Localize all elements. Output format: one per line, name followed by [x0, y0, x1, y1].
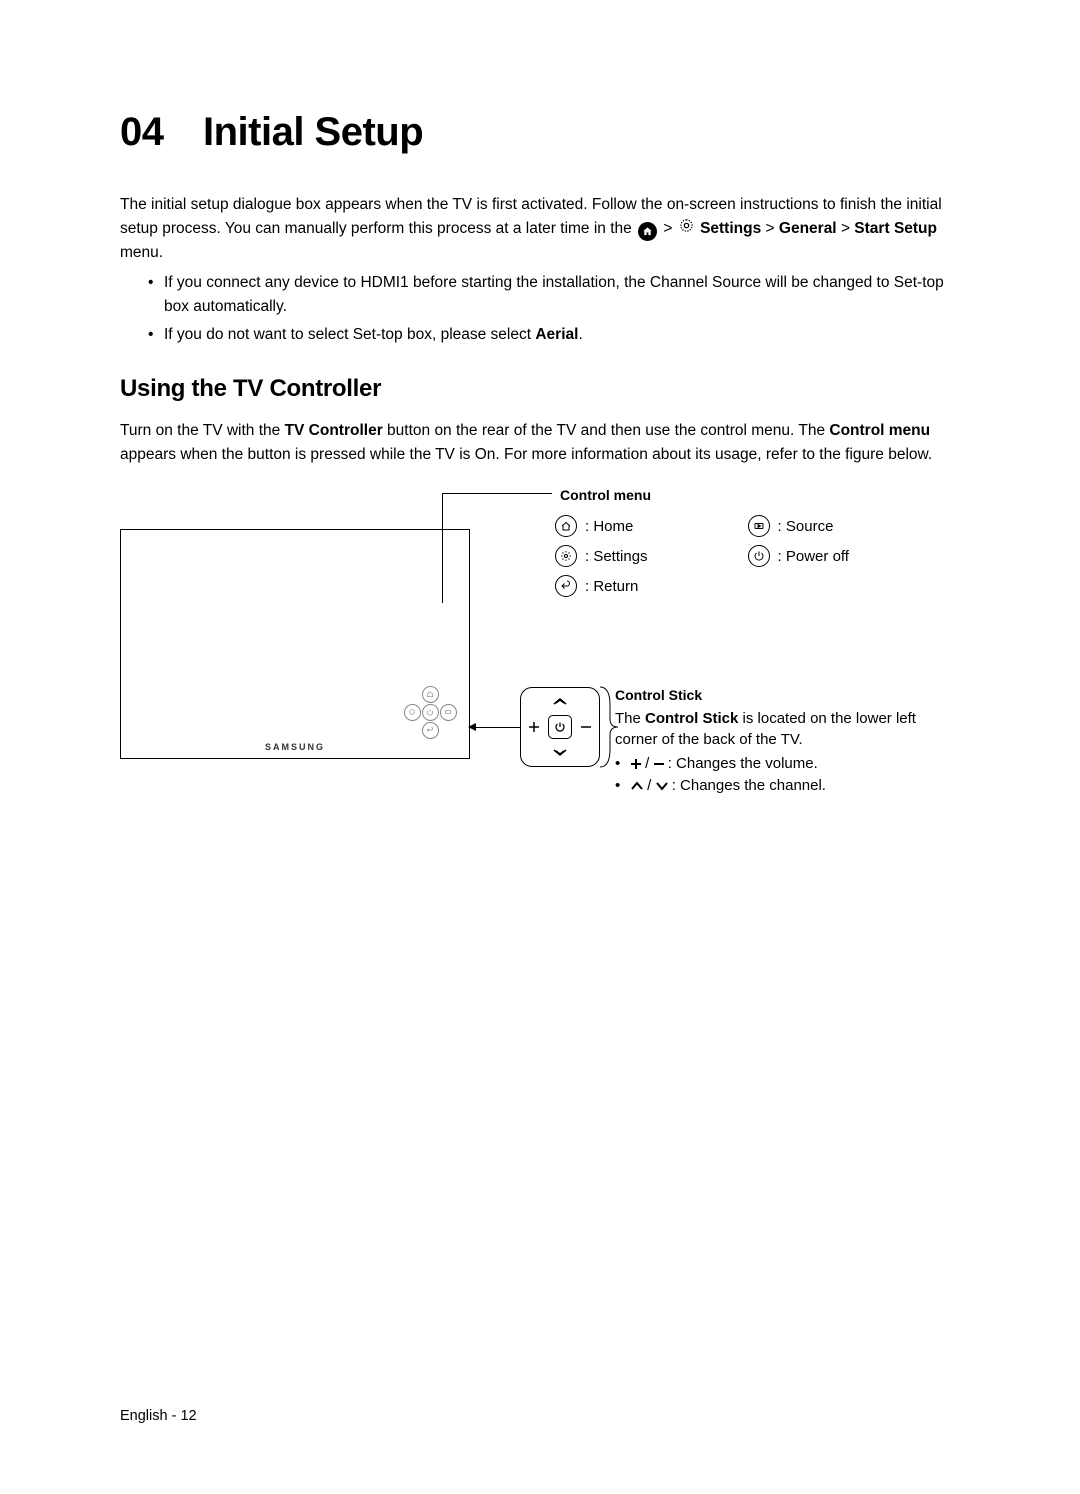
tv-controller-label: TV Controller — [285, 422, 383, 439]
legend-row: : Settings — [555, 545, 648, 567]
aerial-label: Aerial — [535, 326, 578, 343]
settings-gear-icon — [679, 217, 694, 241]
home-icon — [555, 515, 577, 537]
tiny-source-icon — [440, 704, 457, 721]
leader-line — [442, 493, 552, 494]
home-icon — [638, 222, 657, 241]
settings-label: : Settings — [585, 548, 648, 565]
chevron-up-icon — [552, 696, 568, 706]
samsung-brand: SAMSUNG — [265, 742, 325, 752]
poweroff-label: : Power off — [778, 548, 849, 565]
cs-bullet-1: : Changes the volume. — [668, 755, 818, 772]
para2-a: Turn on the TV with the — [120, 422, 285, 439]
page-footer: English - 12 — [120, 1408, 197, 1424]
intro-paragraph: The initial setup dialogue box appears w… — [120, 193, 960, 265]
tiny-home-icon — [422, 686, 439, 703]
source-label: : Source — [778, 518, 834, 535]
control-stick-text: The Control Stick is located on the lowe… — [615, 708, 925, 752]
return-label: : Return — [585, 578, 638, 595]
tiny-settings-icon — [404, 704, 421, 721]
start-label: Start — [854, 220, 889, 237]
chevron-up-icon — [631, 781, 643, 791]
list-item: / : Changes the channel. — [615, 775, 925, 797]
menu-legend: : Home : Settings : Return — [555, 515, 849, 605]
legend-row: : Source — [748, 515, 849, 537]
controller-paragraph: Turn on the TV with the TV Controller bu… — [120, 419, 960, 467]
minus-icon — [654, 759, 664, 769]
legend-row: : Return — [555, 575, 648, 597]
control-menu-label-inline: Control menu — [829, 422, 930, 439]
leader-line — [442, 493, 443, 603]
section-heading: Using the TV Controller — [120, 375, 960, 403]
bullet-text-b: . — [578, 326, 582, 343]
cs-text-bold: Control Stick — [645, 710, 738, 727]
source-icon — [748, 515, 770, 537]
legend-row: : Power off — [748, 545, 849, 567]
settings-icon — [555, 545, 577, 567]
breadcrumb-separator: > — [841, 220, 854, 237]
plus-icon — [631, 759, 641, 769]
minus-icon — [580, 721, 592, 733]
bullet-item: If you do not want to select Set-top box… — [148, 323, 960, 347]
breadcrumb-separator: > — [663, 220, 676, 237]
bullet-item: If you connect any device to HDMI1 befor… — [148, 271, 960, 319]
tiny-power-icon — [422, 704, 439, 721]
leader-line — [470, 727, 520, 728]
power-icon — [748, 545, 770, 567]
tv-outline: SAMSUNG — [120, 529, 470, 759]
slash: / — [647, 777, 651, 794]
control-stick-list: / : Changes the volume. / : Changes the … — [615, 753, 925, 797]
para2-b: button on the rear of the TV and then us… — [383, 422, 830, 439]
settings-label: Settings — [700, 220, 761, 237]
intro-bullets: If you connect any device to HDMI1 befor… — [148, 271, 960, 347]
tv-button-cluster — [401, 676, 459, 748]
control-menu-heading: Control menu — [560, 487, 651, 503]
bullet-text-a: If you do not want to select Set-top box… — [164, 326, 535, 343]
return-icon — [555, 575, 577, 597]
dpad-center-power-icon — [548, 715, 572, 739]
plus-icon — [528, 721, 540, 733]
para2-c: appears when the button is pressed while… — [120, 446, 932, 463]
control-stick-title: Control Stick — [615, 685, 925, 705]
intro-text-b: menu. — [120, 244, 163, 261]
home-label: : Home — [585, 518, 633, 535]
chevron-down-icon — [656, 781, 668, 791]
list-item: / : Changes the volume. — [615, 753, 925, 775]
tiny-return-icon — [422, 722, 439, 739]
breadcrumb-separator: > — [766, 220, 779, 237]
cs-bullet-2: : Changes the channel. — [672, 777, 826, 794]
control-stick-dpad — [520, 687, 600, 767]
diagram: SAMSUNG Control menu : Home : Settings — [120, 487, 960, 847]
page-title: 04 Initial Setup — [120, 110, 960, 155]
legend-row: : Home — [555, 515, 648, 537]
general-label: General — [779, 220, 837, 237]
slash: / — [645, 755, 649, 772]
chevron-down-icon — [552, 748, 568, 758]
setup-label: Setup — [894, 220, 937, 237]
cs-text-a: The — [615, 710, 645, 727]
control-stick-description: Control Stick The Control Stick is locat… — [615, 685, 925, 796]
arrow-head-icon — [468, 723, 476, 731]
